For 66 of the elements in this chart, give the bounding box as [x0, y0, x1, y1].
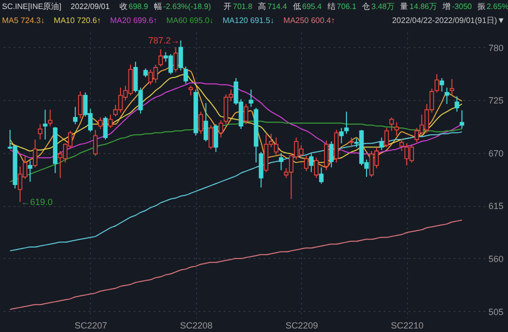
- x-tick-label: SC2209: [285, 320, 318, 330]
- candlestick: [440, 78, 444, 92]
- candlestick: [38, 124, 42, 140]
- line-series: [10, 131, 462, 252]
- y-tick-label: 505: [488, 306, 504, 317]
- candlestick: [184, 66, 188, 84]
- candlestick: [329, 140, 334, 168]
- candlestick: [379, 137, 384, 151]
- candlestick: [108, 114, 113, 128]
- candlestick: [460, 110, 464, 130]
- candlestick: [28, 160, 32, 182]
- candlestick: [178, 40, 183, 71]
- candlestick: [98, 116, 103, 130]
- candlestick: [214, 124, 218, 152]
- y-tick-label: 780: [488, 42, 504, 53]
- candlestick: [278, 152, 284, 171]
- candlestick: [399, 138, 404, 152]
- candlestick: [324, 140, 329, 171]
- x-tick-label: SC2210: [390, 320, 424, 330]
- candlestick: [304, 155, 309, 172]
- candlestick: [93, 129, 98, 156]
- y-tick-label: 725: [488, 96, 504, 106]
- candlestick: [454, 96, 460, 112]
- text: MA250 600.4↑: [283, 16, 335, 25]
- text: MA10 720.6↑: [54, 16, 101, 25]
- text: MA60 695.0↓: [166, 16, 214, 25]
- candlestick: [78, 91, 83, 119]
- candlestick: [384, 127, 389, 148]
- candlestick: [173, 46, 178, 73]
- candlestick: [204, 102, 208, 142]
- text: MA5 724.3↓: [2, 16, 45, 25]
- candlestick: [309, 152, 314, 173]
- text: 2022/04/22-2022/09/01(91日)▼: [392, 16, 505, 25]
- candlestick: [349, 137, 354, 148]
- candlestick: [444, 87, 450, 104]
- candlestick: [434, 74, 440, 93]
- y-tick-label: 615: [488, 201, 504, 212]
- line-series: [10, 220, 462, 310]
- candlestick: [103, 116, 108, 140]
- candlestick: [198, 111, 204, 134]
- candlestick: [389, 116, 394, 132]
- text: MA20 699.6↑: [110, 16, 158, 25]
- candlestick: [48, 109, 52, 127]
- candlestick: [339, 127, 344, 144]
- candlestick: [450, 78, 454, 96]
- y-tick-label: 670: [488, 148, 504, 158]
- candlestick: [394, 122, 399, 136]
- annotation: 787.2→: [148, 35, 180, 46]
- x-tick-label: SC2208: [180, 320, 213, 330]
- candlestick: [244, 103, 248, 125]
- candlestick: [218, 120, 224, 138]
- candlestick: [208, 124, 214, 150]
- candlestick: [344, 111, 349, 134]
- y-tick-label: 560: [488, 254, 504, 264]
- candlestick: [73, 106, 78, 125]
- candlestick: [248, 89, 254, 108]
- candlestick: [158, 48, 163, 68]
- candlestick: [258, 151, 264, 188]
- candlestick: [32, 138, 38, 168]
- text: MA120 691.5↓: [222, 16, 274, 25]
- x-tick-label: SC2207: [74, 320, 108, 330]
- candlestick: [319, 166, 324, 184]
- candlestick: [188, 85, 194, 96]
- candlestick: [314, 157, 319, 178]
- candlestick: [42, 109, 48, 140]
- annotation: ←619.0: [21, 196, 53, 207]
